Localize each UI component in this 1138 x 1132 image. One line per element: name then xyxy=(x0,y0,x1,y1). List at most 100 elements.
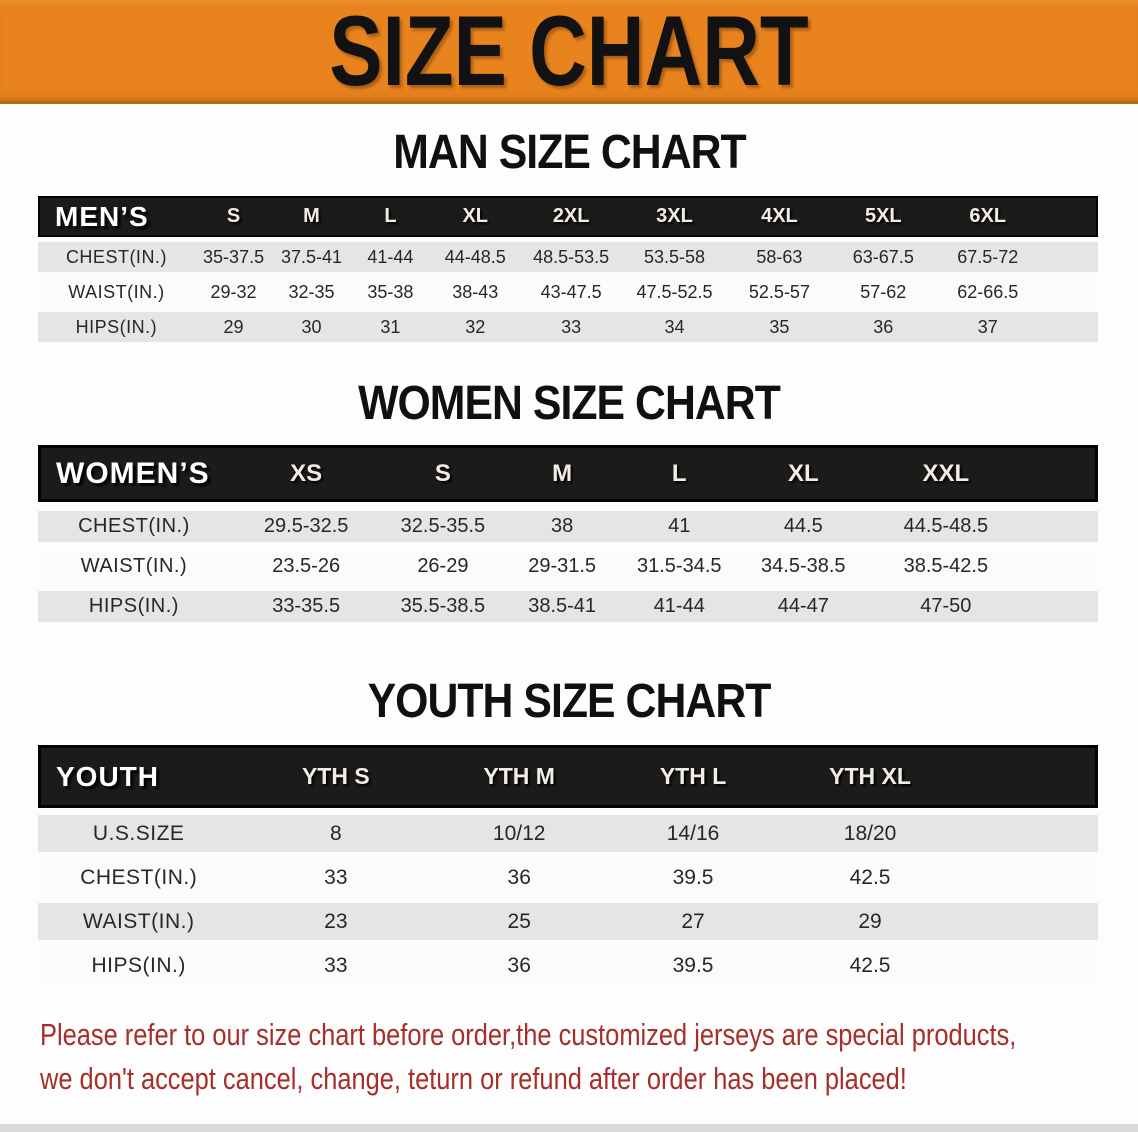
size-value: 26-29 xyxy=(382,551,504,582)
spacer-cell xyxy=(1040,242,1098,272)
men-section-heading: MAN SIZE CHART xyxy=(0,123,1138,179)
youth-section-heading: YOUTH SIZE CHART xyxy=(0,672,1138,728)
size-value: 39.5 xyxy=(606,947,780,984)
youth-size-col-xl: YTH XL xyxy=(779,745,961,808)
size-value: 32.5-35.5 xyxy=(382,511,504,542)
men-size-col-xl: XL xyxy=(430,196,521,237)
women-size-col-s: S xyxy=(382,445,504,502)
size-value: 48.5-53.5 xyxy=(520,242,623,272)
men-size-col-2xl: 2XL xyxy=(520,196,623,237)
men-size-col-m: M xyxy=(272,196,351,237)
men-size-col-6xl: 6XL xyxy=(934,196,1041,237)
spacer-cell xyxy=(960,947,1098,984)
youth-size-col-s: YTH S xyxy=(239,745,433,808)
size-value: 42.5 xyxy=(779,947,961,984)
size-value: 38.5-42.5 xyxy=(869,551,1023,582)
disclaimer-note: Please refer to our size chart before or… xyxy=(40,1013,1138,1101)
women-size-col-m: M xyxy=(503,445,621,502)
size-value: 23 xyxy=(239,903,433,940)
youth-size-col-m: YTH M xyxy=(432,745,607,808)
size-value: 32 xyxy=(430,312,521,342)
youth-chest-row: CHEST(IN.) 33 36 39.5 42.5 xyxy=(38,859,1098,896)
size-value: 36 xyxy=(432,859,607,896)
spacer-cell xyxy=(1022,551,1098,582)
size-value: 34.5-38.5 xyxy=(737,551,869,582)
row-label: WAIST(IN.) xyxy=(38,277,195,307)
youth-waist-row: WAIST(IN.) 23 25 27 29 xyxy=(38,903,1098,940)
size-value: 27 xyxy=(606,903,780,940)
spacer-cell xyxy=(960,815,1098,852)
size-value: 33 xyxy=(239,947,433,984)
size-value: 29-32 xyxy=(194,277,273,307)
size-value: 35-37.5 xyxy=(194,242,273,272)
women-corner-label: WOMEN’S xyxy=(38,445,230,502)
men-waist-row: WAIST(IN.) 29-32 32-35 35-38 38-43 43-47… xyxy=(38,277,1098,307)
size-value: 35-38 xyxy=(350,277,431,307)
banner-title: SIZE CHART xyxy=(329,0,809,106)
size-value: 8 xyxy=(239,815,433,852)
spacer-cell xyxy=(960,859,1098,896)
men-size-col-l: L xyxy=(350,196,431,237)
row-label: CHEST(IN.) xyxy=(38,511,230,542)
women-size-col-l: L xyxy=(620,445,738,502)
size-value: 63-67.5 xyxy=(831,242,935,272)
youth-corner-label: YOUTH xyxy=(38,745,240,808)
row-label: HIPS(IN.) xyxy=(38,947,240,984)
size-value: 29 xyxy=(194,312,273,342)
header-spacer-cell xyxy=(1040,196,1098,237)
size-value: 62-66.5 xyxy=(934,277,1041,307)
size-value: 44-48.5 xyxy=(430,242,521,272)
note-line-2: we don't accept cancel, change, teturn o… xyxy=(40,1061,907,1096)
size-value: 18/20 xyxy=(779,815,961,852)
men-size-col-3xl: 3XL xyxy=(622,196,727,237)
size-value: 32-35 xyxy=(272,277,351,307)
size-value: 23.5-26 xyxy=(229,551,383,582)
size-value: 31.5-34.5 xyxy=(620,551,738,582)
row-label: HIPS(IN.) xyxy=(38,312,195,342)
size-value: 38 xyxy=(503,511,621,542)
youth-size-col-l: YTH L xyxy=(606,745,780,808)
size-value: 36 xyxy=(432,947,607,984)
men-corner-label: MEN’S xyxy=(38,196,195,237)
bottom-edge-strip xyxy=(0,1124,1138,1132)
size-value: 35 xyxy=(726,312,832,342)
youth-heading-text: YOUTH SIZE CHART xyxy=(367,672,772,728)
size-value: 37 xyxy=(934,312,1041,342)
men-heading-text: MAN SIZE CHART xyxy=(392,123,746,179)
women-size-col-xxl: XXL xyxy=(869,445,1023,502)
size-value: 57-62 xyxy=(831,277,935,307)
size-value: 33 xyxy=(239,859,433,896)
youth-ussize-row: U.S.SIZE 8 10/12 14/16 18/20 xyxy=(38,815,1098,852)
women-chest-row: CHEST(IN.) 29.5-32.5 32.5-35.5 38 41 44.… xyxy=(38,511,1098,542)
size-value: 30 xyxy=(272,312,351,342)
size-value: 38.5-41 xyxy=(503,591,621,622)
spacer-cell xyxy=(1022,511,1098,542)
size-value: 41-44 xyxy=(350,242,431,272)
youth-header-row: YOUTH YTH S YTH M YTH L YTH XL xyxy=(38,745,1098,808)
size-value: 37.5-41 xyxy=(272,242,351,272)
size-chart-banner: SIZE CHART xyxy=(0,0,1138,106)
header-spacer-cell xyxy=(960,745,1098,808)
size-value: 10/12 xyxy=(432,815,607,852)
size-value: 52.5-57 xyxy=(726,277,832,307)
size-value: 47.5-52.5 xyxy=(622,277,727,307)
size-value: 29-31.5 xyxy=(503,551,621,582)
size-value: 33 xyxy=(520,312,623,342)
size-value: 39.5 xyxy=(606,859,780,896)
men-size-table: MEN’S S M L XL 2XL 3XL 4XL 5XL 6XL CHEST… xyxy=(38,191,1098,347)
women-size-table: WOMEN’S XS S M L XL XXL CHEST(IN.) 29.5-… xyxy=(38,436,1098,631)
size-value: 41 xyxy=(620,511,738,542)
women-hips-row: HIPS(IN.) 33-35.5 35.5-38.5 38.5-41 41-4… xyxy=(38,591,1098,622)
youth-size-table: YOUTH YTH S YTH M YTH L YTH XL U.S.SIZE … xyxy=(38,738,1098,991)
size-value: 14/16 xyxy=(606,815,780,852)
spacer-cell xyxy=(1040,277,1098,307)
row-label: U.S.SIZE xyxy=(38,815,240,852)
size-value: 35.5-38.5 xyxy=(382,591,504,622)
spacer-cell xyxy=(1040,312,1098,342)
note-line-1: Please refer to our size chart before or… xyxy=(40,1017,1017,1052)
women-waist-row: WAIST(IN.) 23.5-26 26-29 29-31.5 31.5-34… xyxy=(38,551,1098,582)
row-label: CHEST(IN.) xyxy=(38,859,240,896)
women-size-col-xl: XL xyxy=(737,445,869,502)
row-label: WAIST(IN.) xyxy=(38,551,230,582)
size-value: 29 xyxy=(779,903,961,940)
